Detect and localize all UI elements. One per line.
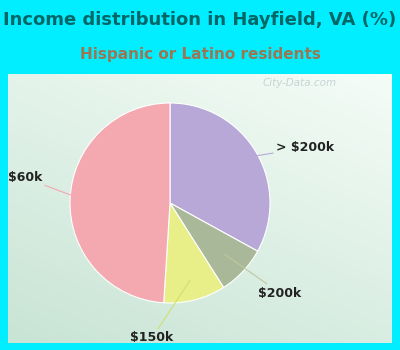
Text: $150k: $150k: [130, 280, 190, 344]
Wedge shape: [170, 103, 270, 251]
Wedge shape: [70, 103, 170, 303]
Text: City-Data.com: City-Data.com: [263, 78, 337, 88]
Text: Income distribution in Hayfield, VA (%): Income distribution in Hayfield, VA (%): [3, 10, 397, 29]
Text: > $200k: > $200k: [248, 141, 334, 157]
Wedge shape: [170, 203, 258, 287]
Wedge shape: [164, 203, 224, 303]
Text: $200k: $200k: [225, 254, 302, 300]
Text: Hispanic or Latino residents: Hispanic or Latino residents: [80, 47, 320, 62]
Text: $60k: $60k: [8, 172, 85, 200]
